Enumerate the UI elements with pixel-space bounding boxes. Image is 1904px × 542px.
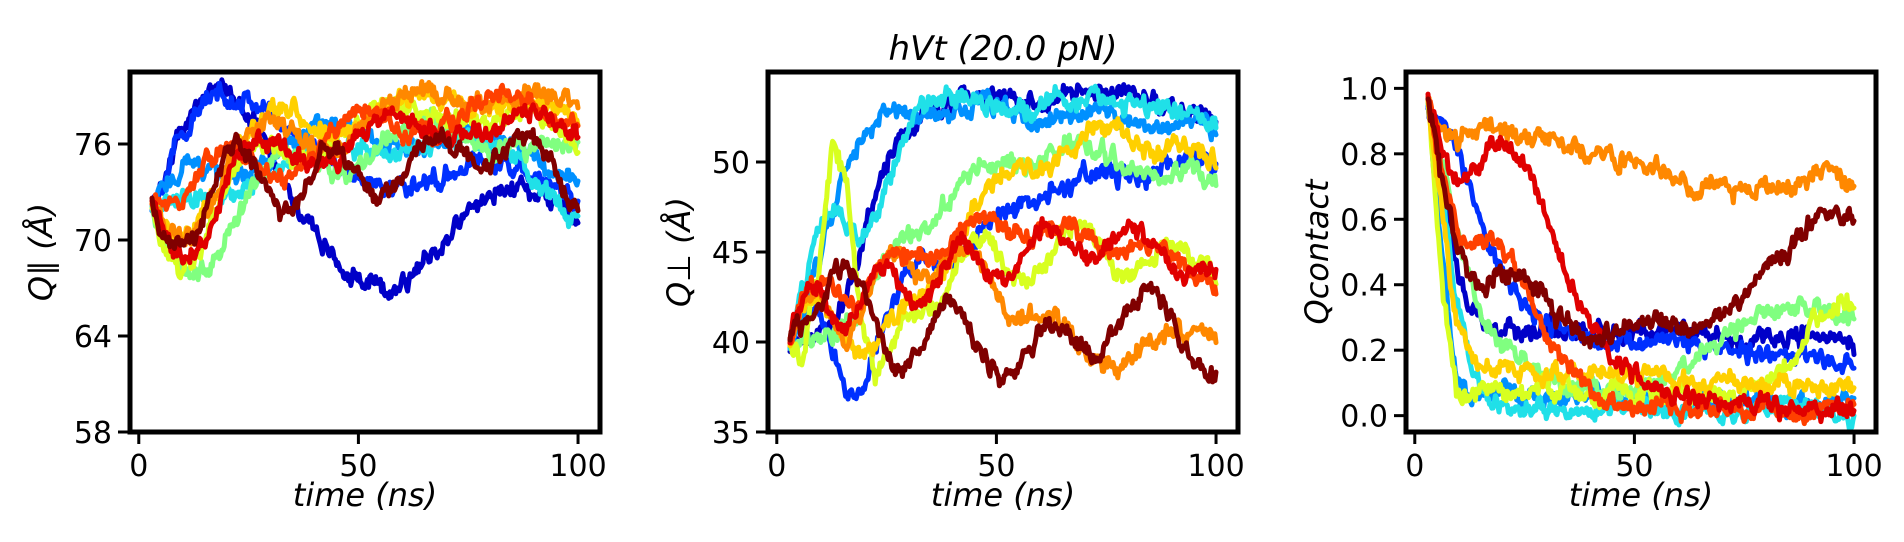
x-tick-label: 0 [1405, 449, 1424, 484]
y-tick-label: 45 [712, 236, 750, 271]
x-axis-label: time (ns) [1569, 476, 1713, 514]
y-tick-label: 0.2 [1340, 334, 1388, 369]
y-axis-label: Q∥ (Å) [22, 203, 60, 301]
series-line-8 [1425, 95, 1857, 206]
series-line-4 [787, 83, 1219, 352]
series-line-8 [787, 239, 1219, 381]
x-tick-label: 0 [129, 449, 148, 484]
series-line-10 [149, 102, 581, 266]
series-line-5 [1425, 101, 1857, 401]
figure-title: hVt (20.0 pN) [888, 29, 1117, 69]
x-tick-label: 50 [1615, 449, 1653, 484]
chart-panel-3: 0 50 100 0.0 0.2 0.4 0.6 0.8 1.0 time (ns) Qcontac… [1298, 69, 1883, 514]
x-axis-label: time (ns) [931, 476, 1075, 514]
x-tick-label: 50 [339, 449, 377, 484]
y-tick-label: 0.8 [1340, 138, 1388, 173]
series-line-1 [1425, 101, 1857, 358]
y-tick-label: 1.0 [1340, 72, 1388, 107]
series-line-11 [149, 126, 581, 251]
series-line-11 [1425, 96, 1857, 350]
series-group [787, 82, 1219, 402]
x-tick-label: 100 [549, 449, 606, 484]
chart-panels: 0 50 100 58 64 70 76 time (ns) Q∥ (Å) 0 50 100 35 40 4… [22, 69, 1883, 514]
y-axis-label: Qcontact [1298, 178, 1336, 324]
series-line-7 [787, 116, 1219, 361]
series-line-10 [787, 216, 1219, 346]
x-tick-label: 50 [977, 449, 1015, 484]
series-line-2 [1425, 103, 1857, 376]
series-group [149, 77, 581, 301]
series-line-11 [787, 257, 1219, 389]
series-line-9 [1425, 94, 1857, 427]
series-group [1425, 91, 1857, 432]
y-axis-label: Q⊥ (Å) [660, 197, 698, 307]
x-tick-label: 100 [1825, 449, 1882, 484]
y-tick-label: 76 [74, 128, 112, 163]
y-tick-label: 0.0 [1340, 400, 1388, 435]
y-tick-label: 0.6 [1340, 203, 1388, 238]
x-axis-label: time (ns) [293, 476, 437, 514]
x-tick-label: 0 [767, 449, 786, 484]
x-tick-label: 100 [1187, 449, 1244, 484]
series-line-2 [787, 147, 1219, 402]
y-tick-label: 64 [74, 320, 112, 355]
chart-panel-1: 0 50 100 58 64 70 76 time (ns) Q∥ (Å) [22, 69, 607, 514]
series-line-10 [1425, 91, 1857, 425]
series-line-1 [149, 77, 581, 301]
y-tick-label: 50 [712, 146, 750, 181]
plot-frame [1403, 69, 1879, 435]
y-tick-label: 70 [74, 224, 112, 259]
y-tick-label: 58 [74, 416, 112, 451]
y-tick-label: 0.4 [1340, 269, 1388, 304]
y-tick-label: 35 [712, 416, 750, 451]
y-tick-label: 40 [712, 326, 750, 361]
plot-frame [127, 69, 603, 435]
